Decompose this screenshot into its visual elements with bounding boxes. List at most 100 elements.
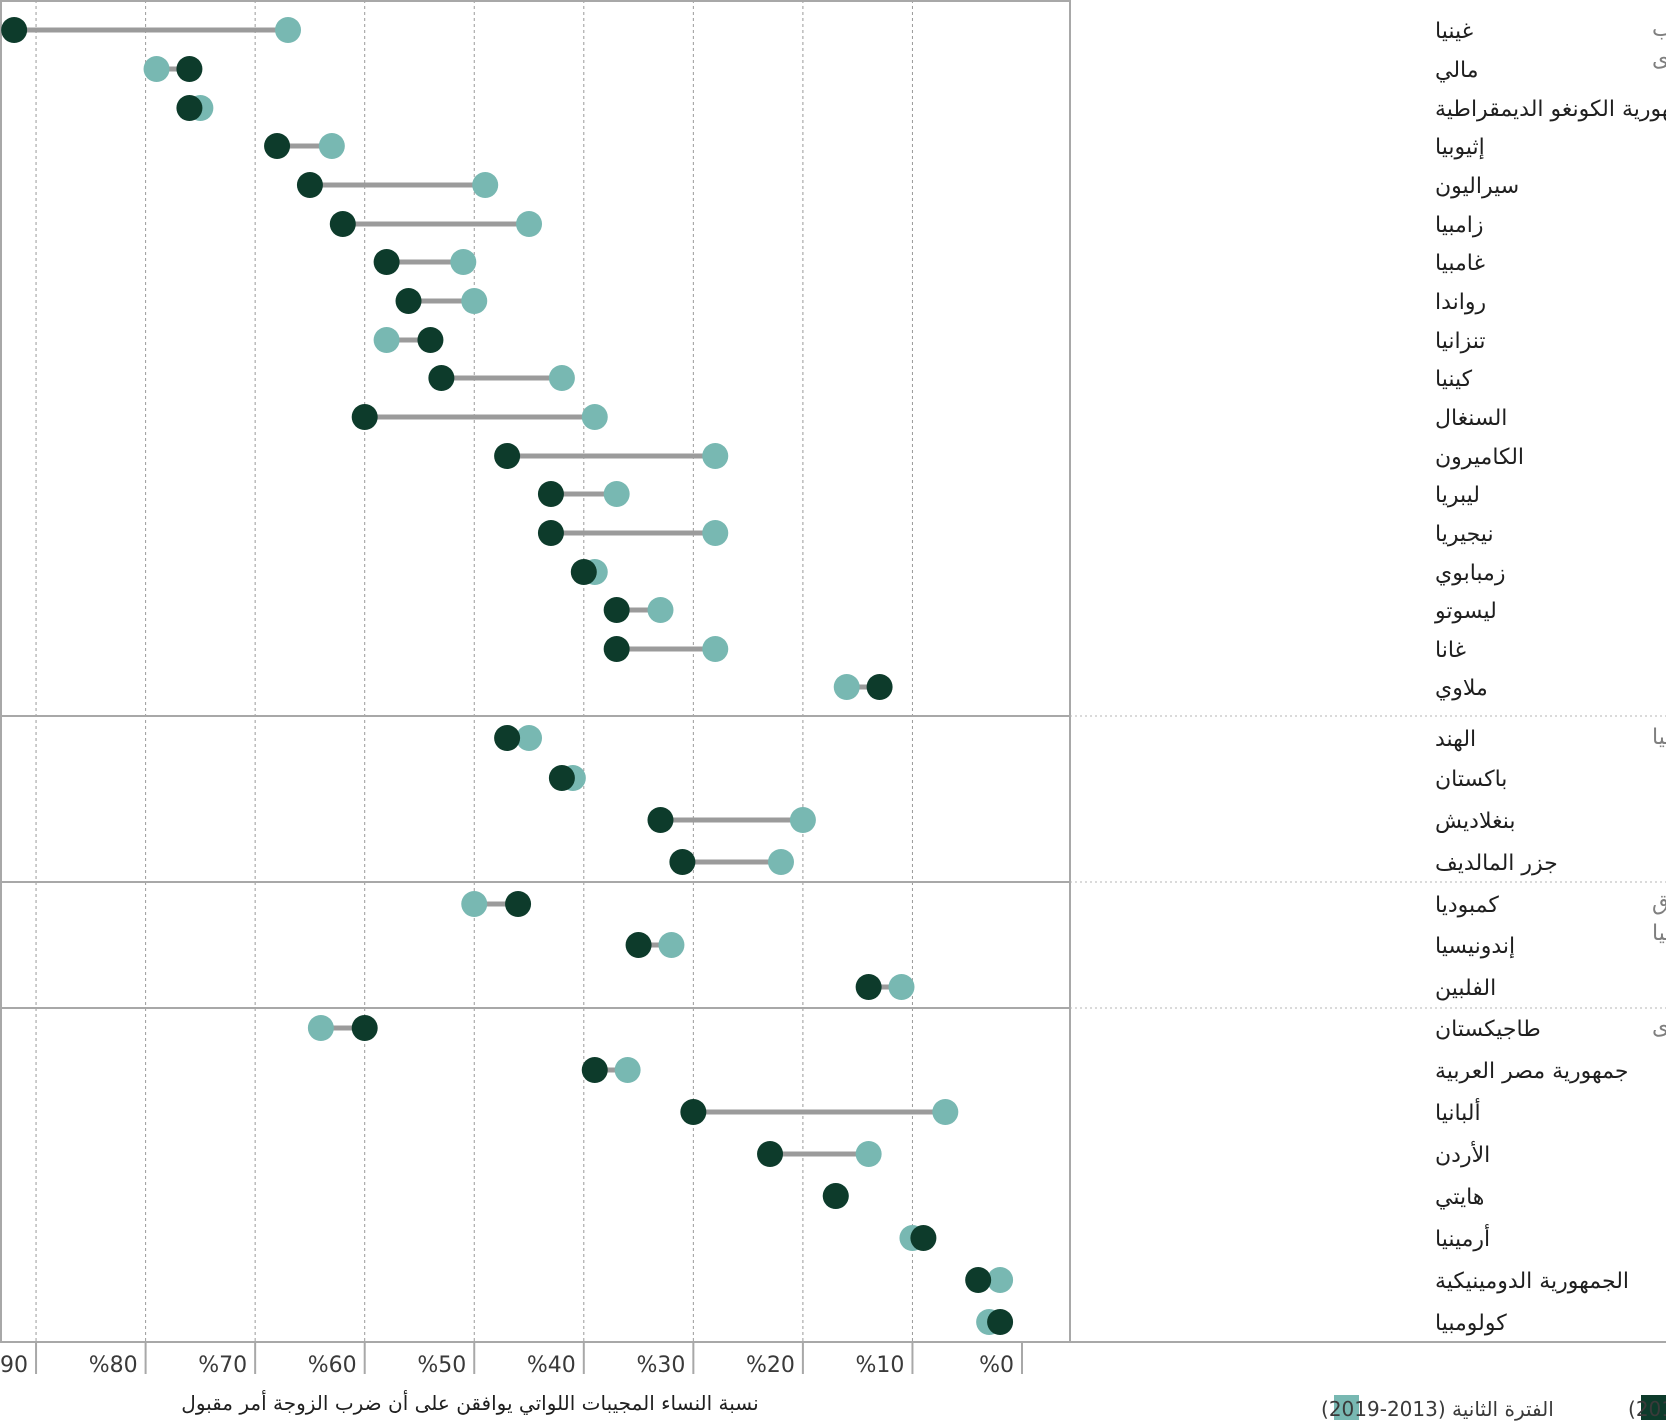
- country-label: إندونيسيا: [1435, 934, 1515, 959]
- region-label: أفريقيا جنوب: [1652, 14, 1666, 42]
- legend-label-second: الفترة الثانية (2013-2019): [1321, 1397, 1554, 1421]
- country-label: إثيوبيا: [1435, 135, 1485, 160]
- dot-first-period: [395, 288, 422, 314]
- dot-first-period: [910, 1225, 937, 1251]
- x-tick-label: %70: [198, 1353, 247, 1378]
- country-label: جمهورية مصر العربية: [1435, 1059, 1628, 1084]
- dot-second-period: [702, 636, 729, 662]
- country-label: زامبيا: [1435, 213, 1484, 238]
- dot-second-period: [603, 481, 630, 507]
- dot-first-period: [494, 725, 521, 751]
- dot-first-period: [987, 1309, 1014, 1335]
- legend-swatch-second: [1334, 1395, 1359, 1420]
- x-tick-label: %40: [527, 1353, 576, 1378]
- country-label: جمهورية الكونغو الديمقراطية: [1435, 97, 1666, 122]
- x-axis: %90 %80 %70 %60 %50 %40 %30 %20 %10 %0: [0, 1342, 1023, 1378]
- dot-first-period: [264, 133, 291, 159]
- dot-second-period: [143, 56, 170, 82]
- country-label: جزر المالديف: [1435, 851, 1558, 876]
- country-label: كينيا: [1435, 367, 1473, 392]
- country-label: ملاوي: [1435, 676, 1488, 701]
- dot-second-period: [516, 211, 543, 237]
- dot-second-period: [307, 1015, 334, 1041]
- country-label: رواندا: [1435, 290, 1486, 315]
- region-label: بلدان أخرى: [1652, 1012, 1666, 1040]
- dot-second-period: [581, 404, 608, 430]
- x-tick-label: %50: [417, 1353, 466, 1378]
- dot-first-period: [537, 520, 564, 546]
- region-label: جنوب شرق: [1652, 891, 1666, 916]
- country-label: الهند: [1435, 727, 1476, 752]
- dot-first-period: [176, 56, 203, 82]
- dot-second-period: [932, 1099, 959, 1125]
- dot-first-period: [680, 1099, 707, 1125]
- country-label: سيراليون: [1435, 174, 1519, 199]
- country-label: أرمينيا: [1435, 1224, 1490, 1252]
- dot-second-period: [275, 17, 302, 43]
- x-tick-label: %20: [746, 1353, 795, 1378]
- dot-first-period: [537, 481, 564, 507]
- legend-swatch-first: [1641, 1395, 1666, 1420]
- x-axis-title: نسبة النساء المجيبات اللواتي يوافقن على …: [181, 1390, 758, 1416]
- dot-second-period: [516, 725, 543, 751]
- dot-second-period: [987, 1267, 1014, 1293]
- x-tick-label: %10: [856, 1353, 905, 1378]
- dot-first-period: [373, 249, 400, 275]
- dot-second-period: [855, 1141, 882, 1167]
- dot-second-period: [658, 932, 685, 958]
- legend: الفترة الأولى (2006-2013) الفترة الثانية …: [1321, 1395, 1666, 1421]
- dot-first-period: [625, 932, 652, 958]
- country-label: طاجيكستان: [1435, 1017, 1541, 1042]
- gridlines: [35, 0, 913, 1342]
- dot-first-period: [669, 849, 696, 875]
- dot-second-period: [789, 807, 816, 833]
- dot-first-period: [296, 172, 323, 198]
- dot-second-period: [461, 288, 488, 314]
- dot-second-period: [318, 133, 345, 159]
- dot-first-period: [603, 597, 630, 623]
- region-label: جنوب آسيا: [1652, 723, 1666, 750]
- dot-first-period: [417, 327, 444, 353]
- country-label: ألبانيا: [1435, 1098, 1481, 1126]
- country-label: ليبريا: [1435, 483, 1480, 508]
- dot-first-period: [176, 95, 203, 121]
- dot-second-period: [767, 849, 794, 875]
- country-label: غانا: [1435, 638, 1466, 663]
- country-label: نيجيريا: [1435, 522, 1494, 547]
- dot-second-period: [647, 597, 674, 623]
- country-label: زمبابوي: [1435, 561, 1505, 586]
- country-label: الفلبين: [1435, 976, 1496, 1001]
- dot-first-period: [603, 636, 630, 662]
- dot-second-period: [614, 1057, 641, 1083]
- region-label: آسيا: [1652, 919, 1666, 946]
- dot-first-period: [329, 211, 356, 237]
- dot-first-period: [581, 1057, 608, 1083]
- dot-first-period: [866, 674, 893, 700]
- country-label: غينيا: [1435, 19, 1473, 44]
- country-labels: غينيا مالي جمهورية الكونغو الديمقراطية إثيو…: [1434, 19, 1666, 1336]
- dot-second-period: [702, 520, 729, 546]
- dot-first-period: [855, 974, 882, 1000]
- dot-second-period: [702, 443, 729, 469]
- country-label: ليسوتو: [1434, 599, 1497, 624]
- dot-first-period: [428, 365, 455, 391]
- dot-first-period: [351, 404, 378, 430]
- dot-first-period: [647, 807, 674, 833]
- dot-first-period: [965, 1267, 992, 1293]
- data-points: [1, 17, 1014, 1335]
- country-label: الكاميرون: [1435, 445, 1524, 470]
- dot-first-period: [505, 891, 532, 917]
- country-label: كولومبيا: [1435, 1311, 1507, 1336]
- dot-second-period: [461, 891, 488, 917]
- dot-first-period: [822, 1183, 849, 1209]
- dot-second-period: [833, 674, 860, 700]
- dot-first-period: [548, 765, 575, 791]
- dot-second-period: [888, 974, 915, 1000]
- country-label: الأردن: [1435, 1141, 1490, 1168]
- plot-frame: [0, 0, 1666, 1343]
- x-tick-label: %90: [0, 1353, 28, 1378]
- dot-second-period: [548, 365, 575, 391]
- legend-label-first: الفترة الأولى (2006-2013): [1628, 1397, 1666, 1421]
- dot-first-period: [1, 17, 28, 43]
- country-label: كمبوديا: [1435, 893, 1499, 918]
